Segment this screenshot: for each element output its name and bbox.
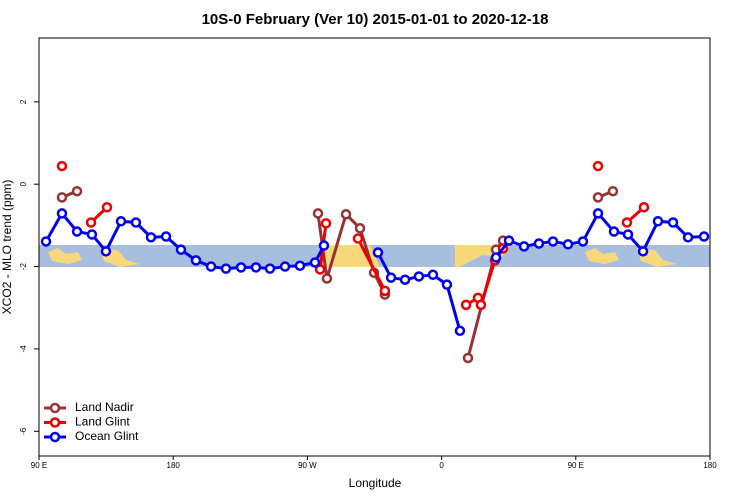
land <box>48 248 140 267</box>
point <box>454 325 466 337</box>
point <box>352 233 364 244</box>
point <box>175 244 187 255</box>
point <box>385 272 397 283</box>
point <box>577 236 589 247</box>
point <box>71 226 83 237</box>
point <box>652 216 664 227</box>
point <box>592 208 604 219</box>
x-axis-title: Longitude <box>349 476 402 490</box>
legend-marker <box>49 431 61 443</box>
point <box>145 232 157 243</box>
point <box>264 263 276 274</box>
point <box>562 239 574 250</box>
point <box>294 260 306 271</box>
point <box>622 229 634 240</box>
point <box>354 223 366 234</box>
point <box>475 299 487 311</box>
legend-marker <box>49 417 61 428</box>
point <box>427 269 439 281</box>
point <box>279 261 291 272</box>
y-tick-label: -2 <box>19 262 28 270</box>
x-tick-label: 90 E <box>31 461 47 470</box>
x-tick-label: 90 W <box>298 461 317 470</box>
point <box>340 209 352 220</box>
legend-label: Land Nadir <box>75 400 134 414</box>
point <box>321 273 333 284</box>
point <box>190 255 202 266</box>
point <box>592 192 604 203</box>
point <box>160 231 172 242</box>
point <box>637 246 649 257</box>
series <box>40 208 710 337</box>
point <box>314 264 326 275</box>
point <box>220 263 232 274</box>
point <box>56 208 68 219</box>
point <box>462 352 474 364</box>
point <box>490 252 502 263</box>
legend-label: Ocean Glint <box>75 429 139 443</box>
point <box>86 229 98 240</box>
y-tick-label: 2 <box>19 99 28 104</box>
point <box>379 285 391 297</box>
point <box>312 208 324 219</box>
point <box>235 262 247 273</box>
chart-title: 10S-0 February (Ver 10) 2015-01-01 to 20… <box>202 11 549 28</box>
point <box>318 240 330 251</box>
legend-marker <box>49 402 61 414</box>
point <box>533 238 545 249</box>
x-tick-label: 0 <box>439 461 444 470</box>
y-tick-label: -4 <box>19 345 28 353</box>
x-tick-label: 180 <box>167 461 181 470</box>
legend-label: Land Glint <box>75 415 130 429</box>
point <box>399 274 411 285</box>
point <box>205 261 217 272</box>
point <box>309 257 321 268</box>
point <box>71 185 83 197</box>
point <box>56 160 68 172</box>
point <box>621 217 633 228</box>
point <box>320 218 332 229</box>
point <box>607 185 619 197</box>
point <box>460 299 472 311</box>
point <box>100 246 112 257</box>
point <box>592 160 604 172</box>
land <box>585 248 677 267</box>
point <box>413 271 425 282</box>
point <box>85 217 97 228</box>
point <box>682 232 694 243</box>
y-axis-title: XCO2 - MLO trend (ppm) <box>0 180 14 315</box>
point <box>698 231 710 242</box>
point <box>547 236 559 247</box>
point <box>115 216 127 227</box>
point <box>638 202 650 213</box>
point <box>250 262 262 273</box>
y-tick-label: -6 <box>19 427 28 435</box>
series <box>56 185 619 364</box>
point <box>667 217 679 228</box>
point <box>56 192 68 203</box>
x-tick-label: 90 E <box>568 461 584 470</box>
point <box>101 202 113 213</box>
point <box>441 279 453 290</box>
point <box>40 236 52 247</box>
point <box>372 247 384 258</box>
x-tick-label: 180 <box>703 461 717 470</box>
point <box>503 235 515 246</box>
y-tick-label: 0 <box>19 181 28 186</box>
point <box>608 226 620 237</box>
plot-frame <box>38 37 711 457</box>
series-line <box>61 189 614 359</box>
point <box>130 217 142 228</box>
point <box>518 241 530 252</box>
